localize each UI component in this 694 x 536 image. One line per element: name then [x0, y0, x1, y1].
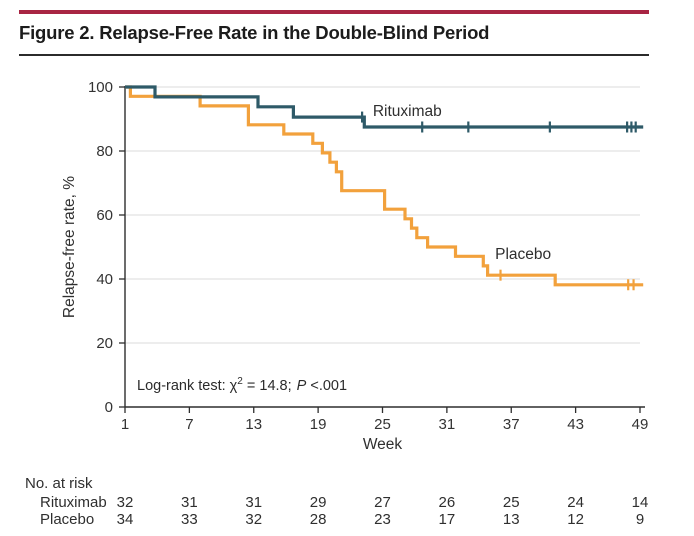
- x-tick-label: 43: [567, 416, 584, 433]
- annotation-prefix: Log-rank test: χ: [137, 377, 238, 394]
- y-tick-label: 40: [96, 271, 113, 288]
- risk-value-rituximab-wk31: 26: [439, 494, 456, 511]
- risk-value-placebo-wk37: 13: [503, 511, 520, 528]
- risk-value-placebo-wk13: 32: [245, 511, 262, 528]
- x-tick-label: 49: [632, 416, 649, 433]
- series-label-placebo: Placebo: [495, 246, 551, 263]
- series-label-rituximab: Rituximab: [373, 103, 442, 120]
- risk-value-placebo-wk31: 17: [439, 511, 456, 528]
- annotation-tail: <.001: [306, 377, 348, 394]
- figure-title: Figure 2. Relapse-Free Rate in the Doubl…: [19, 22, 490, 43]
- x-tick-label: 19: [310, 416, 327, 433]
- risk-value-rituximab-wk49: 14: [632, 494, 649, 511]
- y-tick-label: 60: [96, 207, 113, 224]
- y-tick-label: 80: [96, 143, 113, 160]
- x-tick-label: 7: [185, 416, 193, 433]
- x-tick-label: 37: [503, 416, 520, 433]
- risk-value-placebo-wk49: 9: [636, 511, 644, 528]
- x-tick-label: 1: [121, 416, 129, 433]
- annotation-superscript: 2: [237, 376, 243, 387]
- risk-value-placebo-wk1: 34: [117, 511, 134, 528]
- risk-value-placebo-wk43: 12: [567, 511, 584, 528]
- series-line-placebo: [125, 85, 644, 287]
- figure-accent-bar: [19, 10, 649, 14]
- risk-value-placebo-wk7: 33: [181, 511, 198, 528]
- risk-row-label-rituximab: Rituximab: [40, 494, 107, 511]
- risk-value-rituximab-wk1: 32: [117, 494, 134, 511]
- risk-value-rituximab-wk25: 27: [374, 494, 391, 511]
- x-tick-label: 31: [439, 416, 456, 433]
- series-line-rituximab: [125, 85, 644, 129]
- y-axis-title: Relapse-free rate, %: [61, 176, 79, 318]
- y-tick-label: 0: [105, 399, 113, 416]
- title-divider: [19, 54, 649, 56]
- y-tick-label: 100: [88, 79, 113, 96]
- risk-value-placebo-wk25: 23: [374, 511, 391, 528]
- risk-table-title: No. at risk: [25, 475, 93, 492]
- x-axis-title: Week: [363, 436, 403, 453]
- x-tick-label: 25: [374, 416, 391, 433]
- annotation-mid: = 14.8;: [242, 377, 296, 394]
- risk-row-label-placebo: Placebo: [40, 511, 94, 528]
- logrank-annotation: Log-rank test: χ2 = 14.8; P <.001: [137, 376, 347, 394]
- risk-value-rituximab-wk37: 25: [503, 494, 520, 511]
- risk-value-rituximab-wk43: 24: [567, 494, 584, 511]
- y-axis-title-text: Relapse-free rate, %: [61, 175, 78, 319]
- risk-value-rituximab-wk13: 31: [245, 494, 262, 511]
- y-tick-label: 20: [96, 335, 113, 352]
- risk-value-rituximab-wk19: 29: [310, 494, 327, 511]
- risk-value-rituximab-wk7: 31: [181, 494, 198, 511]
- x-tick-label: 13: [245, 416, 262, 433]
- risk-value-placebo-wk19: 28: [310, 511, 327, 528]
- annotation-p: P: [296, 377, 307, 394]
